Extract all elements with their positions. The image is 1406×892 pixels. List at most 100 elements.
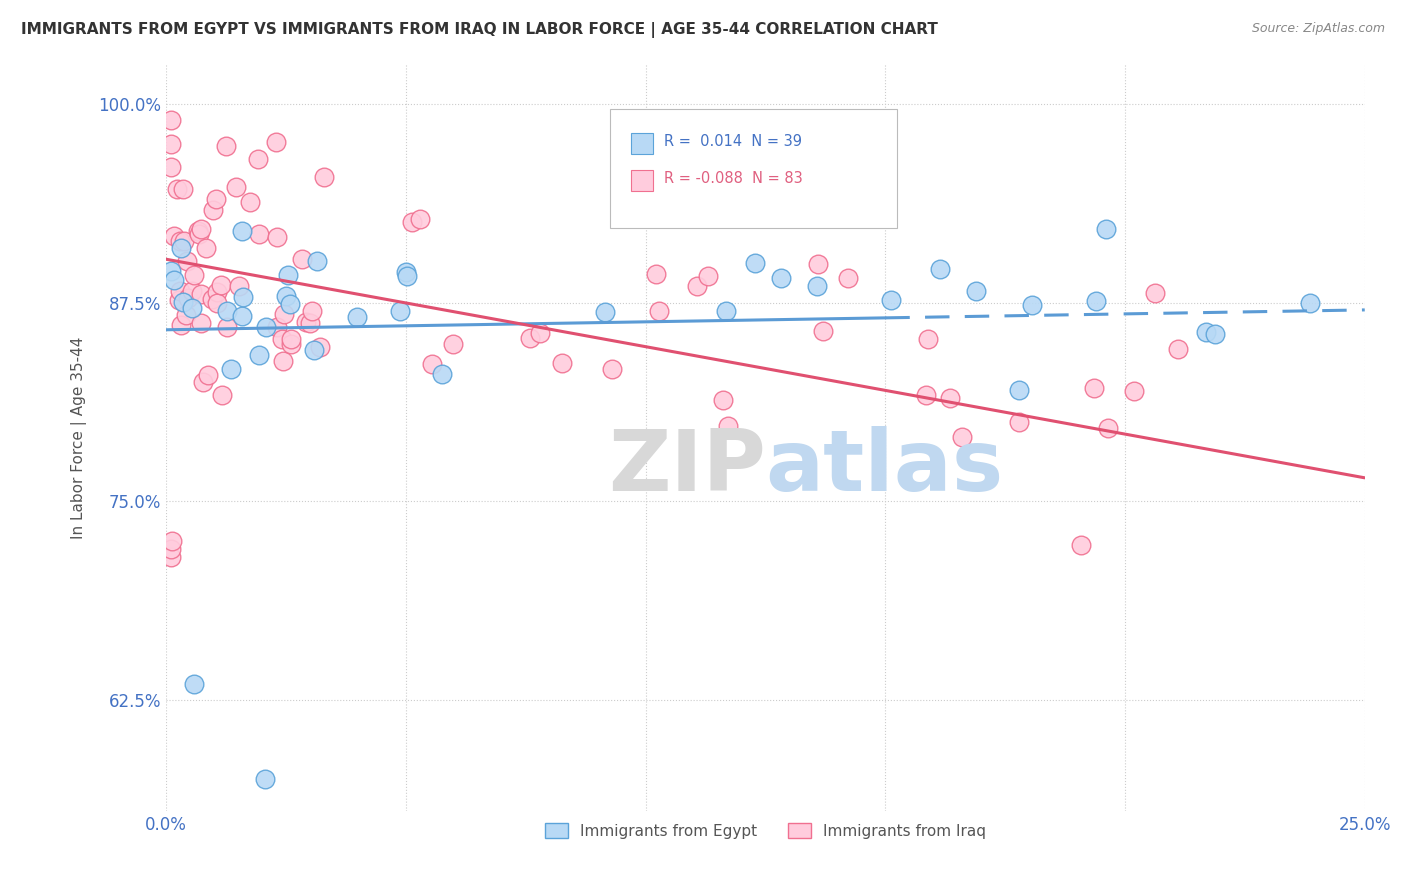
Point xyxy=(280,297,302,311)
Point xyxy=(395,268,418,283)
Point xyxy=(166,182,188,196)
Point xyxy=(180,301,202,316)
Point xyxy=(264,135,287,149)
Point xyxy=(187,224,209,238)
Point xyxy=(183,677,205,691)
Point xyxy=(1097,421,1119,435)
Point xyxy=(221,362,243,376)
Point xyxy=(274,288,297,302)
Point xyxy=(170,241,193,255)
Point xyxy=(181,284,204,298)
Y-axis label: In Labor Force | Age 35-44: In Labor Force | Age 35-44 xyxy=(72,336,87,539)
Point xyxy=(301,304,323,318)
Point xyxy=(202,202,225,217)
Point xyxy=(811,324,834,338)
Point xyxy=(174,308,197,322)
Point xyxy=(225,180,247,194)
Point xyxy=(1144,285,1167,300)
Point xyxy=(915,388,938,402)
Text: ZIP: ZIP xyxy=(607,426,765,509)
Point xyxy=(645,267,668,281)
Text: IMMIGRANTS FROM EGYPT VS IMMIGRANTS FROM IRAQ IN LABOR FORCE | AGE 35-44 CORRELA: IMMIGRANTS FROM EGYPT VS IMMIGRANTS FROM… xyxy=(21,22,938,38)
Point xyxy=(600,361,623,376)
Point xyxy=(190,316,212,330)
Point xyxy=(197,368,219,382)
Point xyxy=(551,356,574,370)
Point xyxy=(1008,415,1031,429)
Point xyxy=(201,293,224,307)
Point xyxy=(1095,222,1118,236)
Point xyxy=(441,337,464,351)
Point xyxy=(195,241,218,255)
Point xyxy=(246,153,269,167)
Point xyxy=(711,393,734,408)
Point xyxy=(291,252,314,266)
Point xyxy=(271,332,294,346)
Point xyxy=(231,310,253,324)
Point xyxy=(160,533,183,548)
Text: R =  0.014  N = 39: R = 0.014 N = 39 xyxy=(664,135,801,149)
Point xyxy=(1122,384,1144,399)
Point xyxy=(420,357,443,371)
Point xyxy=(880,293,903,307)
Point xyxy=(205,192,228,206)
Point xyxy=(519,331,541,345)
Point xyxy=(247,227,270,241)
Point xyxy=(1083,381,1105,395)
Bar xyxy=(631,170,652,191)
Point xyxy=(769,270,792,285)
Bar xyxy=(631,133,652,153)
Point xyxy=(714,303,737,318)
FancyBboxPatch shape xyxy=(610,109,897,228)
Point xyxy=(191,375,214,389)
Point xyxy=(1195,325,1218,339)
Point xyxy=(280,332,302,346)
Point xyxy=(160,263,183,277)
Point xyxy=(273,307,295,321)
Point xyxy=(395,265,418,279)
Point xyxy=(1085,294,1108,309)
Point xyxy=(938,392,960,406)
Point xyxy=(266,319,288,334)
Point xyxy=(965,284,987,298)
Point xyxy=(160,549,183,564)
Point xyxy=(232,290,254,304)
Point xyxy=(294,315,316,329)
Point xyxy=(170,318,193,332)
Point xyxy=(254,320,277,334)
Point xyxy=(595,305,617,319)
Point xyxy=(215,139,238,153)
Point xyxy=(389,304,412,318)
Point xyxy=(1070,538,1092,552)
Point xyxy=(176,254,198,268)
Point xyxy=(686,279,709,293)
Point xyxy=(302,343,325,357)
Point xyxy=(917,333,939,347)
Point xyxy=(1021,298,1043,312)
Point xyxy=(160,161,183,175)
Point xyxy=(529,326,551,340)
Point xyxy=(169,234,191,248)
Point xyxy=(183,268,205,282)
Point xyxy=(172,295,194,310)
Point xyxy=(211,387,233,401)
Point xyxy=(648,304,671,318)
Point xyxy=(401,215,423,229)
Point xyxy=(228,279,250,293)
Point xyxy=(305,254,328,268)
Point xyxy=(160,541,183,556)
Point xyxy=(298,317,321,331)
Point xyxy=(928,262,950,277)
Point xyxy=(169,285,191,299)
Point xyxy=(807,257,830,271)
Point xyxy=(205,285,228,300)
Point xyxy=(173,234,195,248)
Point xyxy=(1166,343,1188,357)
Legend: Immigrants from Egypt, Immigrants from Iraq: Immigrants from Egypt, Immigrants from I… xyxy=(538,816,993,845)
Point xyxy=(312,170,335,185)
Point xyxy=(162,229,184,244)
Text: atlas: atlas xyxy=(765,426,1004,509)
Point xyxy=(188,227,211,241)
Point xyxy=(271,354,294,368)
Point xyxy=(231,223,253,237)
